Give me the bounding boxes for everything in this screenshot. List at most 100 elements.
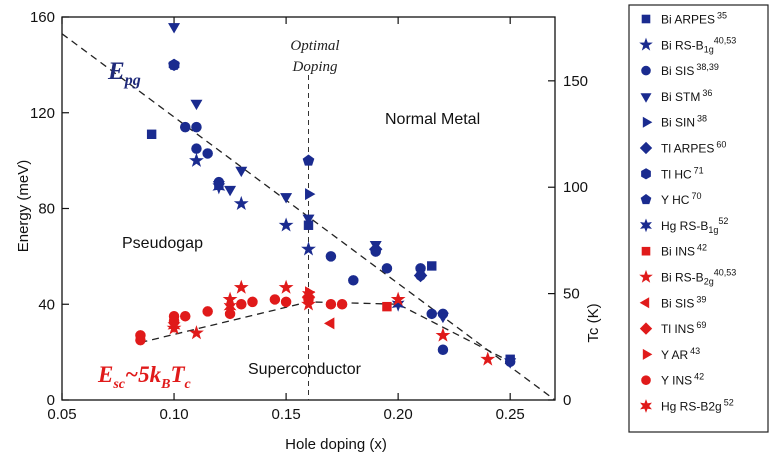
y-tick-label: 0 — [47, 392, 55, 409]
legend-label: Tl ARPES 60 — [661, 140, 726, 156]
data-point — [382, 301, 392, 312]
legend-marker — [641, 65, 651, 76]
legend-label: Bi SIS 38,39 — [661, 62, 719, 78]
data-point — [368, 242, 383, 256]
data-point — [202, 148, 213, 159]
data-point — [301, 241, 316, 256]
legend-marker — [640, 193, 652, 205]
data-point — [191, 143, 202, 154]
legend-marker — [641, 246, 651, 256]
x-tick-label: 0.15 — [271, 406, 300, 423]
data-point — [280, 296, 292, 308]
data-point — [191, 121, 202, 133]
epg-dashed-line — [62, 33, 555, 400]
data-point — [269, 294, 281, 305]
epg-label: Epg — [107, 58, 141, 89]
data-point — [348, 275, 359, 286]
data-point — [302, 154, 315, 166]
data-point — [189, 325, 204, 340]
optimal-label-line1: Optimal — [290, 38, 339, 54]
data-point — [504, 358, 517, 369]
optimal-label-line2: Doping — [292, 59, 339, 75]
legend-marker — [639, 322, 653, 335]
y2-tick-label: 100 — [563, 179, 588, 196]
data-point — [302, 214, 315, 225]
data-point — [391, 296, 405, 312]
y2-tick-label: 150 — [563, 73, 588, 90]
legend-marker — [642, 348, 653, 360]
data-point — [167, 318, 181, 334]
legend-marker — [640, 93, 652, 103]
x-axis-label: Hole doping (x) — [285, 436, 387, 453]
data-point — [427, 261, 437, 271]
data-point — [224, 185, 237, 197]
data-point — [135, 330, 146, 341]
plot-area: 0.05 0.10 0.15 0.20 0.25 0 40 80 120 160 0 50 100 150 — [30, 9, 588, 423]
superconductor-label: Superconductor — [248, 361, 362, 378]
legend-marker — [641, 375, 651, 386]
esc-dashed-line — [140, 301, 511, 363]
data-point — [233, 279, 249, 294]
y2-axis-label: Tc (K) — [585, 303, 602, 342]
legend-marker — [639, 297, 650, 309]
legend-marker — [642, 116, 653, 128]
data-point — [247, 296, 258, 308]
legend-marker — [639, 141, 653, 155]
legend-marker — [640, 399, 652, 413]
y2-tick-label: 50 — [563, 286, 580, 303]
legend-marker — [639, 37, 653, 51]
data-point — [233, 195, 249, 211]
legend-label: Bi INS 42 — [661, 243, 707, 259]
data-point — [436, 312, 449, 324]
legend-marker — [641, 14, 651, 24]
legend-label: Tl HC 71 — [661, 165, 704, 181]
legend-label: Bi SIN 38 — [661, 114, 707, 130]
data-point — [168, 58, 180, 70]
data-point — [236, 298, 247, 310]
data-point — [437, 344, 449, 355]
legend-label: Bi ARPES 35 — [661, 11, 727, 27]
data-point — [202, 306, 213, 317]
data-point — [280, 193, 293, 204]
data-point — [190, 99, 203, 111]
data-point — [302, 287, 315, 303]
y-axis-label: Energy (meV) — [15, 160, 32, 253]
legend-marker — [639, 269, 653, 283]
data-point — [305, 188, 316, 201]
data-point — [146, 129, 157, 139]
data-point — [435, 327, 451, 342]
data-point — [381, 263, 393, 274]
y-tick-label: 160 — [30, 9, 55, 26]
data-point — [323, 317, 335, 330]
y2-tick-label: 0 — [563, 392, 571, 409]
normal-metal-label: Normal Metal — [385, 111, 480, 128]
legend-label: Y HC 70 — [661, 191, 701, 207]
x-tick-label: 0.25 — [496, 406, 525, 423]
data-point — [168, 23, 181, 34]
legend-label: Bi RS-B1g40,53 — [661, 35, 736, 54]
legend-label: Y AR 43 — [661, 346, 700, 362]
legend: Bi ARPES 35 Bi RS-B1g40,53 Bi SIS 38,39 Bi ST… — [639, 11, 736, 414]
data-point — [278, 279, 294, 294]
legend-label: Hg RS-B1g52 — [661, 216, 728, 235]
legend-label: Tl INS 69 — [661, 320, 706, 336]
legend-label: Y INS 42 — [661, 372, 704, 388]
y-tick-label: 40 — [38, 296, 55, 313]
legend-label: Bi STM 36 — [661, 88, 712, 104]
data-point — [180, 121, 191, 133]
data-point — [223, 299, 237, 315]
y-tick-label: 120 — [30, 105, 55, 122]
esc-label: Esc~5kBTc — [97, 362, 192, 392]
data-point — [325, 298, 337, 310]
data-point — [235, 166, 248, 178]
data-point — [480, 351, 496, 366]
data-point — [325, 251, 337, 262]
data-point — [180, 310, 191, 322]
legend-marker — [640, 218, 652, 233]
legend-label: Hg RS-B2g 52 — [661, 398, 734, 414]
x-tick-label: 0.05 — [47, 406, 76, 423]
x-tick-label: 0.20 — [384, 406, 413, 423]
legend-marker — [641, 168, 651, 180]
legend-label: Bi RS-B2g40,53 — [661, 268, 736, 287]
